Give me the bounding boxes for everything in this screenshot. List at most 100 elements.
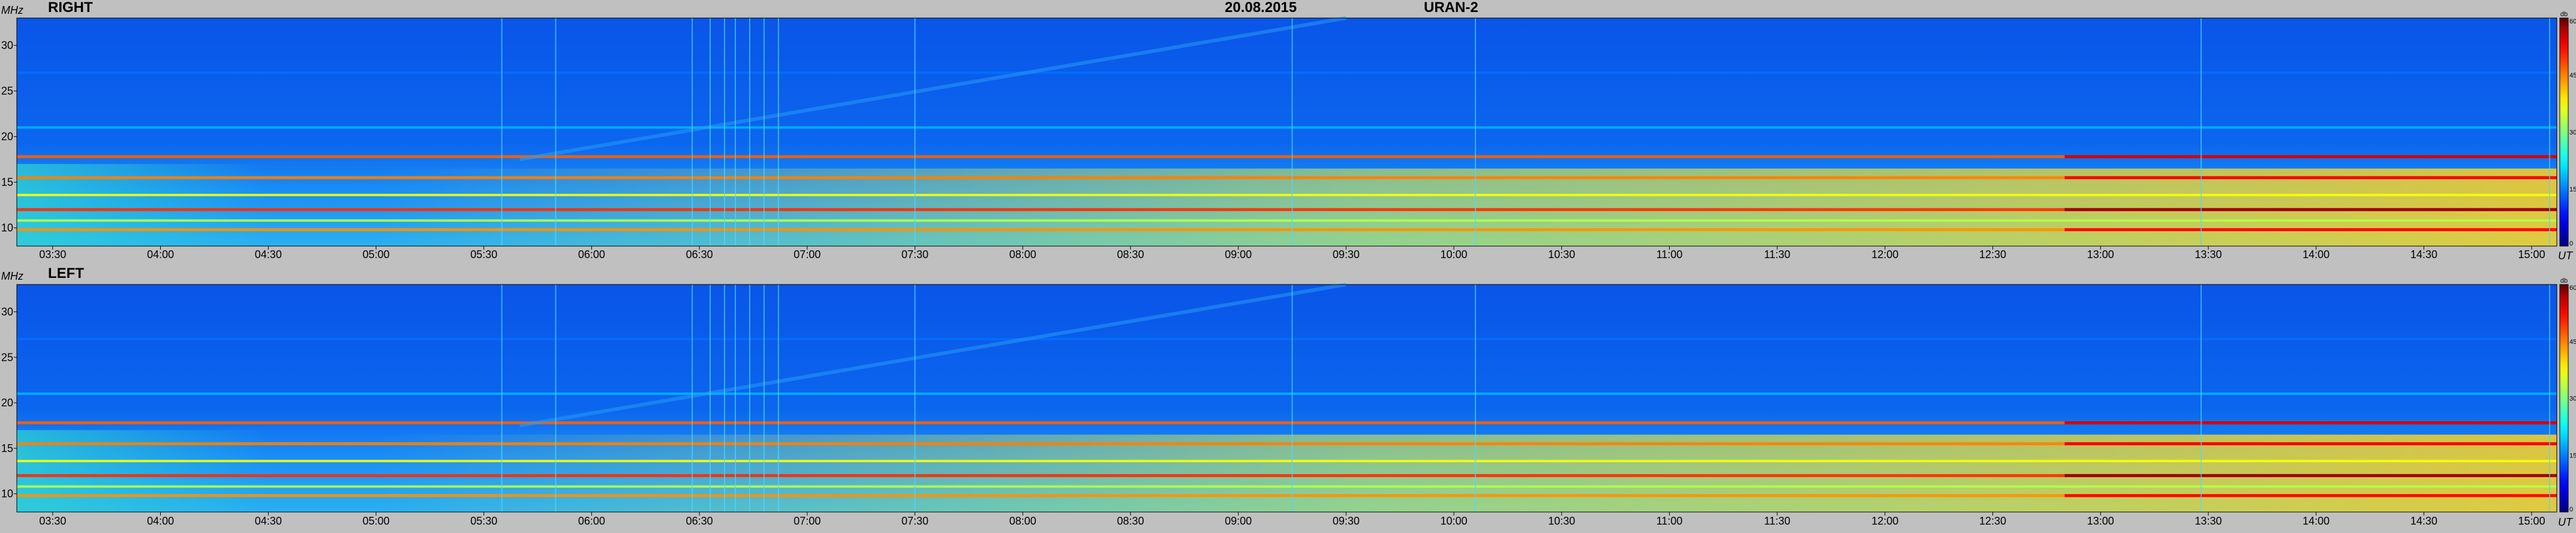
colorbar-tick-label: 45: [2569, 339, 2576, 346]
x-tick-label: 12:00: [1871, 515, 1898, 527]
band-9.8mhz-late: [2064, 228, 2557, 232]
x-tick-label: 11:30: [1764, 248, 1790, 260]
x-tick-label: 15:00: [2518, 515, 2545, 527]
x-tick-label: 07:00: [793, 515, 820, 527]
x-tick-label: 11:00: [1657, 515, 1683, 527]
y-tick-label: 15: [1, 176, 13, 188]
band-12mhz: [17, 474, 2557, 477]
x-tick-label: 13:00: [2087, 515, 2114, 527]
drift-trace: [519, 283, 1346, 427]
x-tick-label: 13:30: [2195, 248, 2222, 260]
y-tick-label: 20: [1, 397, 13, 409]
x-tick-label: 06:30: [686, 515, 713, 527]
y-unit-left: MHz: [1, 270, 23, 282]
band-12mhz: [17, 208, 2557, 211]
band-9.8mhz: [17, 228, 2557, 232]
band-17.8mhz-late: [2064, 421, 2557, 424]
x-tick-label: 04:30: [255, 515, 282, 527]
x-tick-label: 09:00: [1225, 248, 1252, 260]
x-tick-label: 09:30: [1333, 515, 1360, 527]
x-tick-label: 10:00: [1441, 515, 1468, 527]
x-unit-left: UT: [2558, 516, 2572, 528]
band-13.6mhz: [17, 193, 2557, 196]
x-tick-label: 10:00: [1441, 248, 1468, 260]
x-tick-label: 05:30: [470, 248, 497, 260]
band-10.8mhz: [17, 485, 2557, 488]
panel-title-right: RIGHT: [48, 0, 93, 16]
x-tick-label: 06:30: [686, 248, 713, 260]
low-frequency-emission: [376, 435, 2557, 512]
x-tick-label: 07:00: [793, 248, 820, 260]
band-17.8mhz-late: [2064, 155, 2557, 158]
x-tick-label: 14:30: [2410, 515, 2437, 527]
panel-title-left: LEFT: [48, 265, 84, 282]
colorbar-tick-label: 30: [2569, 129, 2576, 136]
x-tick-label: 12:30: [1979, 248, 2006, 260]
x-tick-label: 13:30: [2195, 515, 2222, 527]
x-unit-right: UT: [2558, 250, 2572, 262]
low-frequency-emission: [376, 168, 2557, 246]
panel-left: 10 15 20 25 30 03:30 04:00 04:30 05:00 05:30 06:00…: [1, 277, 2576, 527]
band-21mhz: [17, 126, 2557, 129]
colorbar-label: db: [2560, 277, 2568, 285]
band-12mhz-late: [2064, 208, 2557, 211]
plot-frame: [16, 17, 2557, 247]
band-21mhz: [17, 392, 2557, 395]
band-12mhz-late: [2064, 474, 2557, 477]
y-tick-label: 10: [1, 222, 13, 234]
band-15.5mhz: [17, 176, 2557, 179]
band-9.8mhz: [17, 494, 2557, 498]
x-tick-label: 05:30: [470, 515, 497, 527]
x-tick-label: 07:30: [901, 248, 928, 260]
x-tick-label: 09:30: [1333, 248, 1360, 260]
colorbar-tick-label: 15: [2569, 452, 2576, 459]
drift-trace: [519, 16, 1346, 161]
y-tick-label: 30: [1, 306, 13, 318]
x-tick-label: 09:00: [1225, 515, 1252, 527]
band-17.8mhz: [17, 421, 2557, 424]
band-17.8mhz: [17, 155, 2557, 158]
band-13.6mhz: [17, 460, 2557, 463]
x-tick-label: 08:00: [1009, 248, 1036, 260]
x-tick-label: 10:30: [1548, 515, 1575, 527]
colorbar-tick-label: 30: [2569, 396, 2576, 403]
observation-date: 20.08.2015: [1225, 0, 1297, 16]
colorbar-tick-label: 0: [2569, 506, 2573, 513]
x-tick-label: 08:00: [1009, 515, 1036, 527]
x-tick-label: 15:00: [2518, 248, 2545, 260]
x-tick-label: 12:00: [1871, 248, 1898, 260]
x-tick-label: 03:30: [39, 248, 66, 260]
y-tick-label: 15: [1, 442, 13, 454]
x-tick-label: 06:00: [578, 248, 605, 260]
y-tick-label: 25: [1, 85, 13, 97]
x-tick-label: 04:30: [255, 248, 282, 260]
x-tick-label: 14:00: [2303, 515, 2329, 527]
x-tick-label: 14:30: [2410, 248, 2437, 260]
x-tick-label: 11:30: [1764, 515, 1790, 527]
x-tick-label: 03:30: [39, 515, 66, 527]
x-tick-label: 04:00: [147, 515, 174, 527]
panel-right: 10 15 20 25 30 03:30 04:00 04:30 05:00 05:30 06:00…: [1, 11, 2576, 260]
band-9.8mhz-late: [2064, 494, 2557, 498]
y-tick-label: 25: [1, 351, 13, 363]
plot-frame: [16, 284, 2557, 513]
x-tick-label: 14:00: [2303, 248, 2329, 260]
x-tick-label: 07:30: [901, 515, 928, 527]
y-tick-label: 10: [1, 488, 13, 500]
x-tick-label: 06:00: [578, 515, 605, 527]
x-tick-label: 08:30: [1117, 515, 1144, 527]
x-tick-label: 11:00: [1657, 248, 1683, 260]
x-tick-label: 08:30: [1117, 248, 1144, 260]
band-15.5mhz: [17, 442, 2557, 445]
colorbar-tick-label: 60: [2569, 285, 2576, 292]
band-15.5mhz-late: [2064, 442, 2557, 445]
x-tick-label: 13:00: [2087, 248, 2114, 260]
colorbar: [2559, 17, 2569, 247]
colorbar: [2559, 284, 2569, 513]
x-tick-label: 04:00: [147, 248, 174, 260]
y-tick-label: 20: [1, 131, 13, 143]
instrument-name: URAN-2: [1424, 0, 1478, 16]
x-tick-label: 12:30: [1979, 515, 2006, 527]
